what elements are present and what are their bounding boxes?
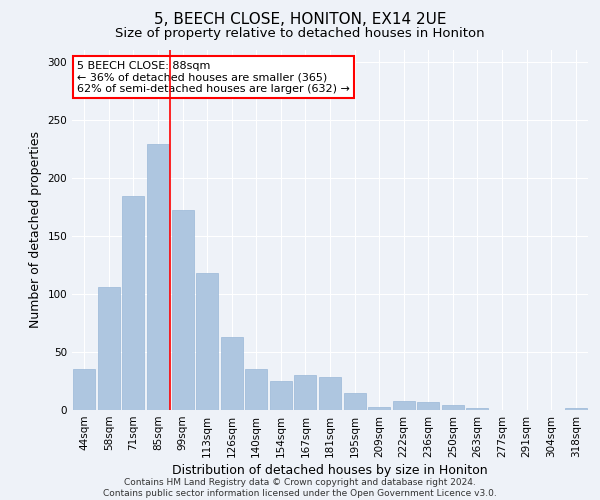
- Bar: [368, 406, 390, 410]
- Bar: [172, 210, 194, 410]
- Text: 5 BEECH CLOSE: 88sqm
← 36% of detached houses are smaller (365)
62% of semi-deta: 5 BEECH CLOSE: 88sqm ← 36% of detached h…: [77, 61, 350, 94]
- Bar: [147, 144, 169, 410]
- Bar: [98, 287, 120, 410]
- Bar: [344, 392, 365, 410]
- Bar: [295, 375, 316, 410]
- Bar: [319, 378, 341, 410]
- Text: Size of property relative to detached houses in Honiton: Size of property relative to detached ho…: [115, 28, 485, 40]
- Bar: [417, 402, 439, 410]
- Bar: [565, 408, 587, 410]
- Bar: [270, 381, 292, 410]
- Bar: [442, 406, 464, 410]
- Bar: [392, 400, 415, 410]
- Bar: [122, 196, 145, 410]
- Text: Contains HM Land Registry data © Crown copyright and database right 2024.
Contai: Contains HM Land Registry data © Crown c…: [103, 478, 497, 498]
- Bar: [221, 337, 243, 410]
- Bar: [245, 370, 268, 410]
- Bar: [73, 370, 95, 410]
- Text: 5, BEECH CLOSE, HONITON, EX14 2UE: 5, BEECH CLOSE, HONITON, EX14 2UE: [154, 12, 446, 28]
- Bar: [196, 273, 218, 410]
- X-axis label: Distribution of detached houses by size in Honiton: Distribution of detached houses by size …: [172, 464, 488, 477]
- Y-axis label: Number of detached properties: Number of detached properties: [29, 132, 42, 328]
- Bar: [466, 408, 488, 410]
